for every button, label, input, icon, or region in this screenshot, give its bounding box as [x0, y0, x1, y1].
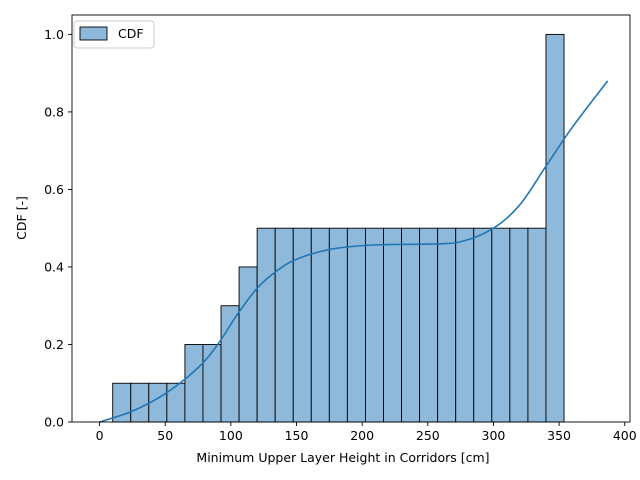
x-tick-label: 250 — [416, 428, 440, 443]
histogram-bar — [527, 227, 547, 423]
x-axis-label: Minimum Upper Layer Height in Corridors … — [196, 450, 489, 465]
x-axis-ticks: 0 50 100 150 200 250 300 350 400 — [96, 422, 637, 443]
y-axis-label: CDF [-] — [14, 196, 29, 240]
histogram-bar — [437, 227, 457, 423]
histogram-bar — [545, 33, 565, 423]
histogram-bar — [509, 227, 529, 423]
legend-swatch — [79, 26, 108, 41]
histogram-bar — [364, 227, 384, 423]
histogram-bar — [328, 227, 348, 423]
kde-line-group — [99, 80, 609, 423]
histogram-bar — [473, 227, 493, 423]
histogram-bar — [310, 227, 330, 423]
histogram-bar — [202, 344, 222, 423]
legend-label: CDF — [118, 26, 144, 41]
kde-line — [99, 80, 609, 423]
x-tick-label: 0 — [96, 428, 104, 443]
plot-frame — [71, 14, 631, 423]
histogram-bar — [274, 227, 294, 423]
histogram-bar — [256, 227, 276, 423]
x-tick-label: 200 — [350, 428, 374, 443]
histogram-bar — [220, 305, 240, 423]
histogram-bar — [419, 227, 439, 423]
histogram-bar — [112, 382, 132, 423]
y-tick-label: 0.0 — [44, 415, 64, 430]
histogram-bar — [166, 382, 186, 423]
y-tick-label: 0.8 — [44, 104, 64, 119]
histogram-bar — [130, 382, 150, 423]
y-tick-label: 0.6 — [44, 182, 64, 197]
x-tick-label: 50 — [157, 428, 173, 443]
histogram-bar — [455, 227, 475, 423]
histogram-bars — [112, 33, 565, 423]
histogram-bar — [401, 227, 421, 423]
histogram-bar — [346, 227, 366, 423]
x-tick-label: 100 — [219, 428, 243, 443]
x-tick-label: 400 — [613, 428, 637, 443]
histogram-bar — [184, 344, 204, 423]
y-tick-label: 0.2 — [44, 337, 64, 352]
x-tick-label: 350 — [547, 428, 571, 443]
histogram-bar — [383, 227, 402, 423]
y-axis-ticks: 0.0 0.2 0.4 0.6 0.8 1.0 — [44, 27, 72, 430]
x-tick-label: 300 — [482, 428, 506, 443]
y-tick-label: 0.4 — [44, 259, 64, 274]
y-tick-label: 1.0 — [44, 27, 64, 42]
x-tick-label: 150 — [285, 428, 309, 443]
histogram-bar — [491, 227, 511, 423]
legend: CDF — [73, 20, 155, 49]
